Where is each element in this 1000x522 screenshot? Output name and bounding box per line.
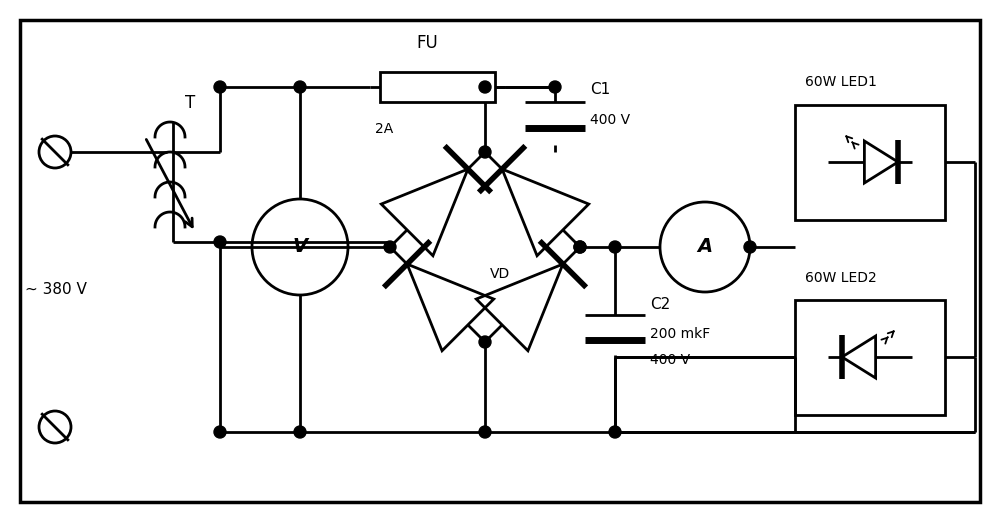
Text: T: T <box>185 94 195 112</box>
Circle shape <box>609 426 621 438</box>
Text: 400 V: 400 V <box>590 113 630 126</box>
Bar <box>795 300 945 414</box>
Text: VD: VD <box>490 267 510 281</box>
Circle shape <box>214 81 226 93</box>
Circle shape <box>479 426 491 438</box>
Text: C2: C2 <box>650 297 670 312</box>
Circle shape <box>384 241 396 253</box>
Circle shape <box>744 241 756 253</box>
Text: 60W LED1: 60W LED1 <box>805 76 877 89</box>
Circle shape <box>214 236 226 248</box>
Bar <box>380 72 495 102</box>
Circle shape <box>294 426 306 438</box>
Circle shape <box>574 241 586 253</box>
Bar <box>795 104 945 219</box>
Text: FU: FU <box>417 34 438 52</box>
Circle shape <box>294 81 306 93</box>
Text: V: V <box>292 238 308 256</box>
Text: 400 V: 400 V <box>650 352 690 366</box>
Text: A: A <box>697 238 713 256</box>
Text: ~ 380 V: ~ 380 V <box>25 282 87 297</box>
Circle shape <box>479 336 491 348</box>
Circle shape <box>214 426 226 438</box>
Circle shape <box>479 146 491 158</box>
Text: 200 mkF: 200 mkF <box>650 327 710 341</box>
Text: 2A: 2A <box>375 122 393 136</box>
Circle shape <box>574 241 586 253</box>
Circle shape <box>549 81 561 93</box>
Text: C1: C1 <box>590 82 610 97</box>
Circle shape <box>609 241 621 253</box>
Circle shape <box>479 81 491 93</box>
Text: 60W LED2: 60W LED2 <box>805 270 877 284</box>
